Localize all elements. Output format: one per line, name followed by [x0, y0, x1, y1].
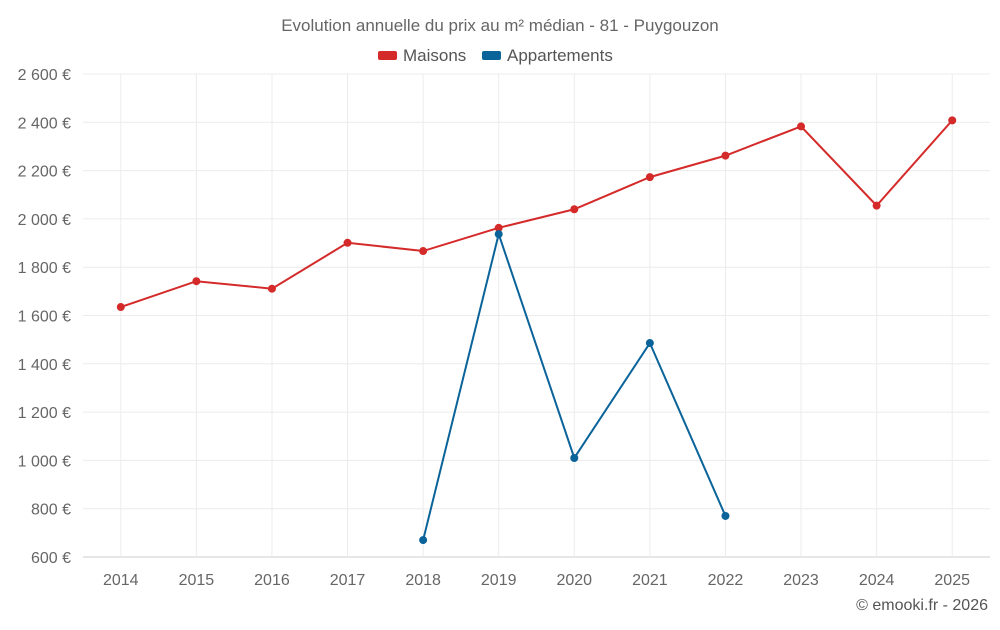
- data-point-maisons[interactable]: [343, 238, 352, 247]
- x-tick-label: 2020: [556, 572, 592, 589]
- y-tick-label: 2 400 €: [18, 115, 71, 132]
- y-tick-label: 1 600 €: [18, 309, 71, 326]
- y-tick-label: 2 200 €: [18, 164, 71, 181]
- data-point-maisons[interactable]: [948, 116, 957, 125]
- data-point-maisons[interactable]: [116, 303, 125, 312]
- series-line-maisons: [120, 119, 953, 308]
- data-point-maisons[interactable]: [645, 173, 654, 182]
- y-tick-label: 2 000 €: [18, 212, 71, 229]
- x-tick-label: 2019: [481, 572, 517, 589]
- series-appartements: [419, 230, 730, 545]
- legend[interactable]: Maisons Appartements: [378, 46, 613, 65]
- y-tick-label: 1 000 €: [18, 453, 71, 470]
- data-point-appartements[interactable]: [494, 230, 503, 239]
- grid-lines: [83, 73, 990, 558]
- y-tick-label: 600 €: [31, 550, 71, 567]
- y-tick-label: 1 200 €: [18, 405, 71, 422]
- x-tick-label: 2017: [330, 572, 366, 589]
- data-point-maisons[interactable]: [494, 223, 503, 232]
- legend-item-maisons[interactable]: Maisons: [378, 46, 466, 65]
- credit-text: © emooki.fr - 2026: [856, 597, 988, 614]
- x-tick-label: 2018: [405, 572, 441, 589]
- series-maisons: [116, 116, 957, 312]
- x-tick-label: 2024: [859, 572, 895, 589]
- data-point-maisons[interactable]: [570, 205, 579, 214]
- y-tick-label: 2 600 €: [18, 67, 71, 84]
- data-point-maisons[interactable]: [419, 247, 428, 256]
- y-tick-label: 1 800 €: [18, 260, 71, 277]
- data-point-maisons[interactable]: [872, 201, 881, 210]
- data-point-maisons[interactable]: [267, 284, 276, 293]
- data-point-appartements[interactable]: [570, 453, 579, 462]
- y-tick-label: 800 €: [31, 502, 71, 519]
- legend-label: Maisons: [403, 46, 466, 65]
- chart-title: Evolution annuelle du prix au m² médian …: [281, 16, 719, 35]
- y-tick-label: 1 400 €: [18, 357, 71, 374]
- x-tick-label: 2023: [783, 572, 819, 589]
- legend-label: Appartements: [507, 46, 613, 65]
- x-tick-label: 2022: [708, 572, 744, 589]
- y-axis: 600 € 800 € 1 000 € 1 200 € 1 400 € 1 600 € 1 …: [18, 67, 71, 567]
- data-point-appartements[interactable]: [645, 339, 654, 348]
- legend-swatch: [378, 51, 397, 60]
- legend-item-appartements[interactable]: Appartements: [482, 46, 613, 65]
- series-group: [116, 116, 957, 545]
- legend-swatch: [482, 51, 501, 60]
- data-point-maisons[interactable]: [192, 277, 201, 286]
- x-tick-label: 2015: [179, 572, 215, 589]
- x-tick-label: 2014: [103, 572, 139, 589]
- data-point-appartements[interactable]: [419, 536, 428, 545]
- x-axis: 2014 2015 2016 2017 2018 2019 2020 2021 2022 2023…: [103, 572, 970, 589]
- data-point-maisons[interactable]: [797, 122, 806, 131]
- data-point-appartements[interactable]: [721, 511, 730, 520]
- data-point-maisons[interactable]: [721, 151, 730, 160]
- x-tick-label: 2016: [254, 572, 290, 589]
- x-tick-label: 2021: [632, 572, 668, 589]
- x-tick-label: 2025: [934, 572, 970, 589]
